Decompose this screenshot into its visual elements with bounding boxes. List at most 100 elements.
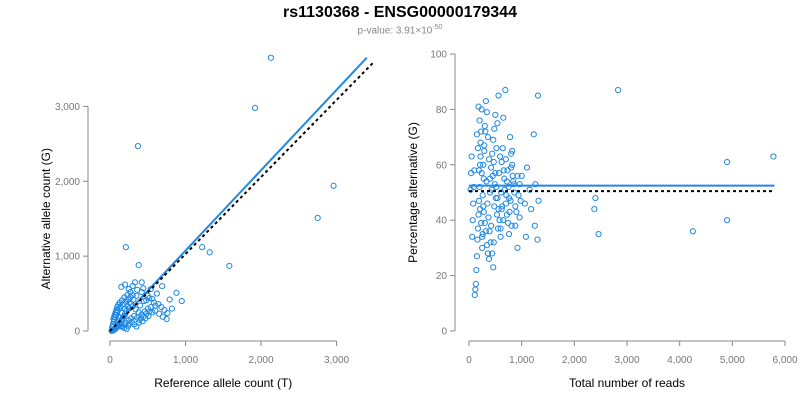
right-x-tick-label: 0	[466, 355, 472, 366]
right-data-point	[475, 103, 482, 110]
right-y-tick-label: 60	[436, 160, 448, 171]
right-data-point	[495, 170, 503, 177]
left-x-axis-label: Reference allele count (T)	[154, 376, 292, 390]
left-data-point	[330, 182, 337, 189]
right-data-point	[487, 239, 494, 246]
left-y-tick-label: 1,000	[55, 252, 80, 263]
right-data-point	[506, 208, 513, 215]
right-y-tick-label: 20	[436, 271, 448, 282]
right-data-point	[488, 164, 495, 171]
right-data-point	[503, 192, 510, 199]
left-data-point	[136, 316, 143, 323]
right-data-point	[500, 167, 507, 174]
right-data-point	[502, 86, 509, 94]
right-x-tick-label: 1,000	[509, 355, 534, 366]
left-data-point	[134, 286, 141, 293]
left-data-point	[152, 302, 159, 309]
left-data-point	[178, 297, 185, 305]
left-data-point	[206, 249, 213, 256]
right-data-point	[516, 181, 523, 188]
left-data-point	[161, 306, 168, 314]
right-data-point	[498, 206, 505, 213]
right-data-point	[495, 92, 502, 99]
right-data-point	[479, 233, 486, 240]
right-data-point	[522, 233, 529, 240]
left-data-point	[251, 104, 259, 112]
right-data-point	[499, 145, 506, 152]
right-data-point	[492, 194, 499, 202]
right-data-point	[514, 244, 521, 251]
right-data-point	[490, 158, 497, 166]
right-data-point	[504, 167, 511, 174]
right-data-point	[510, 181, 517, 188]
right-data-point	[516, 214, 523, 221]
right-data-point	[485, 156, 493, 163]
right-data-point	[498, 158, 505, 166]
right-data-point	[477, 153, 484, 160]
right-data-point	[534, 92, 542, 99]
right-data-point	[493, 211, 501, 218]
right-data-point	[526, 186, 533, 193]
right-data-point	[481, 219, 488, 227]
right-data-point	[488, 222, 495, 229]
left-data-point	[163, 315, 170, 323]
right-x-tick-label: 3,000	[614, 355, 639, 366]
left-data-point	[125, 285, 132, 293]
right-data-point	[496, 217, 503, 224]
right-data-point	[528, 206, 535, 213]
right-data-point	[497, 233, 504, 240]
right-data-point	[482, 128, 489, 135]
right-data-point	[500, 114, 507, 121]
right-data-point	[482, 97, 489, 105]
right-data-point	[479, 192, 486, 199]
left-data-point	[149, 309, 156, 316]
right-data-point	[491, 181, 498, 188]
right-data-point	[474, 225, 482, 232]
left-data-point	[131, 279, 139, 286]
right-data-point	[476, 206, 484, 213]
right-y-axis-label: Percentage alternative (G)	[406, 122, 420, 263]
left-data-point	[164, 309, 171, 317]
right-data-point	[507, 197, 514, 204]
right-data-point	[479, 244, 486, 251]
left-data-point	[159, 282, 166, 290]
right-x-axis-label: Total number of reads	[569, 376, 685, 390]
right-data-point	[513, 208, 520, 215]
right-data-point	[485, 214, 492, 221]
right-data-point	[484, 200, 491, 207]
right-data-point	[474, 145, 482, 152]
right-data-point	[481, 147, 488, 155]
right-data-point	[482, 228, 489, 235]
right-data-point	[489, 172, 496, 179]
right-data-point	[500, 217, 507, 224]
right-data-point	[470, 200, 477, 207]
right-data-point	[505, 230, 513, 238]
right-data-point	[468, 153, 475, 160]
right-data-point	[493, 145, 500, 152]
right-data-point	[490, 239, 497, 246]
right-data-point	[478, 128, 485, 135]
left-x-tick-label: 2,000	[249, 355, 274, 366]
right-data-point	[473, 131, 480, 138]
right-data-point	[505, 183, 512, 191]
right-data-point	[485, 255, 493, 263]
right-data-point	[512, 203, 519, 210]
left-data-point	[168, 305, 176, 312]
right-data-point	[481, 142, 488, 149]
right-data-point	[477, 139, 484, 146]
left-data-point	[122, 244, 129, 251]
right-data-point	[469, 217, 476, 224]
right-data-point	[517, 197, 524, 204]
left-data-point	[131, 312, 138, 320]
right-data-point	[532, 181, 539, 188]
left-data-point	[118, 283, 125, 290]
left-y-tick-label: 3,000	[55, 102, 80, 113]
right-data-point	[475, 211, 482, 218]
right-x-tick-label: 4,000	[667, 355, 692, 366]
right-data-point	[468, 170, 475, 177]
right-data-point	[490, 136, 497, 143]
right-data-point	[518, 172, 525, 179]
right-x-tick-label: 2,000	[562, 355, 587, 366]
left-data-point	[133, 292, 140, 299]
